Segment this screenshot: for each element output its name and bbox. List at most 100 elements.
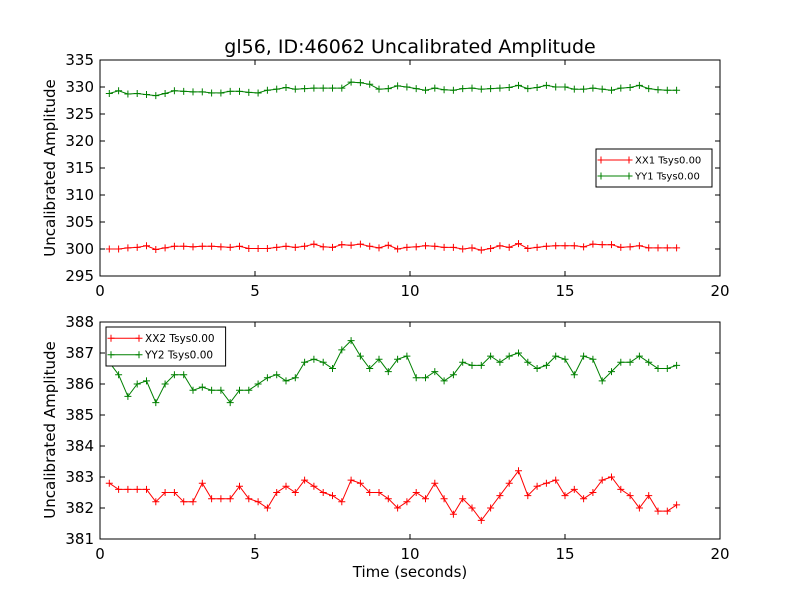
bottom-data-point	[515, 467, 522, 475]
top-data-point	[347, 78, 355, 86]
top-data-point	[533, 84, 541, 92]
bottom-data-point	[282, 482, 290, 490]
top-data-point	[440, 243, 448, 251]
top-y-tick-label: 325	[65, 105, 94, 123]
bottom-y-tick-label: 384	[65, 437, 94, 455]
top-data-point	[226, 87, 234, 95]
top-data-point	[124, 90, 132, 98]
bottom-data-point	[180, 498, 188, 506]
bottom-data-point	[338, 498, 346, 506]
bottom-data-point	[412, 489, 420, 496]
top-data-point	[338, 84, 346, 92]
top-data-point	[282, 242, 290, 250]
bottom-data-point	[422, 374, 429, 382]
bottom-data-point	[310, 355, 318, 363]
bottom-legend-marker	[135, 334, 143, 342]
top-data-point	[645, 85, 653, 93]
top-data-point	[477, 246, 485, 254]
bottom-data-point	[635, 504, 643, 512]
top-data-point	[338, 241, 346, 249]
bottom-data-point	[329, 365, 336, 372]
bottom-legend-label-1: XX2 Tsys0.00	[145, 333, 215, 345]
bottom-data-point	[347, 337, 355, 345]
bottom-y-tick-label: 386	[65, 375, 94, 393]
bottom-data-point	[673, 501, 681, 509]
bottom-data-point	[291, 374, 299, 382]
top-data-point	[366, 242, 374, 250]
top-data-point	[487, 85, 495, 93]
bottom-y-axis-label: Uncalibrated Amplitude	[41, 341, 59, 518]
x-axis-label: Time (seconds)	[352, 563, 468, 581]
top-data-point	[561, 242, 569, 250]
top-data-point	[105, 245, 113, 253]
top-data-point	[515, 81, 522, 89]
bottom-data-point	[366, 365, 374, 372]
bottom-data-point	[319, 358, 327, 366]
top-data-point	[384, 241, 392, 249]
bottom-data-point	[375, 489, 383, 496]
top-data-point	[180, 242, 188, 250]
top-data-point	[533, 243, 541, 251]
top-legend-label-2: YY1 Tsys0.00	[634, 172, 700, 183]
bottom-data-point	[338, 346, 346, 354]
bottom-data-point	[273, 371, 281, 379]
bottom-data-point	[198, 383, 206, 391]
top-data-point	[626, 84, 634, 92]
top-data-point	[608, 86, 615, 94]
top-y-tick-label: 300	[65, 240, 94, 258]
bottom-data-point	[143, 377, 150, 385]
bottom-data-point	[635, 352, 643, 360]
bottom-data-point	[347, 476, 355, 484]
bottom-data-point	[143, 485, 150, 493]
top-legend-marker	[597, 172, 605, 180]
bottom-data-point	[301, 358, 309, 366]
top-y-tick-label: 315	[65, 159, 94, 177]
bottom-data-point	[505, 479, 513, 487]
bottom-data-point	[663, 507, 671, 515]
top-y-axis-label: Uncalibrated Amplitude	[41, 79, 59, 256]
bottom-data-point	[208, 495, 216, 503]
bottom-data-point	[217, 386, 225, 394]
top-x-tick-label: 5	[250, 282, 260, 300]
bottom-data-point	[580, 352, 588, 360]
bottom-data-point	[598, 476, 606, 484]
bottom-data-point	[552, 476, 560, 484]
bottom-data-point	[505, 352, 513, 360]
top-data-point	[152, 246, 160, 254]
bottom-legend-marker	[107, 351, 115, 359]
bottom-data-point	[570, 371, 578, 379]
chart-title: gl56, ID:46062 Uncalibrated Amplitude	[224, 36, 595, 58]
top-data-point	[542, 81, 550, 89]
top-data-point	[608, 241, 615, 249]
bottom-x-tick-label: 15	[555, 545, 574, 563]
top-data-point	[617, 243, 625, 251]
top-data-point	[580, 243, 588, 251]
bottom-data-point	[440, 495, 448, 503]
top-data-point	[217, 243, 225, 251]
top-data-point	[208, 89, 216, 97]
bottom-data-point	[394, 504, 402, 512]
top-legend-marker	[625, 172, 633, 180]
bottom-data-point	[477, 516, 485, 524]
top-data-point	[245, 244, 253, 252]
top-data-point	[375, 244, 383, 252]
top-x-tick-label: 15	[555, 282, 574, 300]
bottom-data-point	[254, 498, 262, 506]
top-data-point	[273, 85, 281, 93]
bottom-y-tick-label: 382	[65, 499, 94, 517]
top-y-tick-label: 320	[65, 132, 94, 150]
bottom-data-point	[180, 371, 188, 379]
bottom-data-point	[524, 492, 532, 500]
top-data-point	[598, 85, 606, 93]
top-y-tick-label: 305	[65, 213, 94, 231]
top-data-point	[133, 89, 141, 97]
top-y-tick-label: 330	[65, 78, 94, 96]
top-data-point	[329, 243, 336, 251]
top-data-point	[198, 88, 206, 96]
bottom-data-point	[115, 485, 123, 493]
bottom-data-point	[468, 504, 476, 512]
top-data-point	[356, 79, 364, 87]
bottom-data-point	[384, 495, 392, 503]
top-data-point	[524, 244, 532, 252]
bottom-data-point	[375, 355, 383, 363]
